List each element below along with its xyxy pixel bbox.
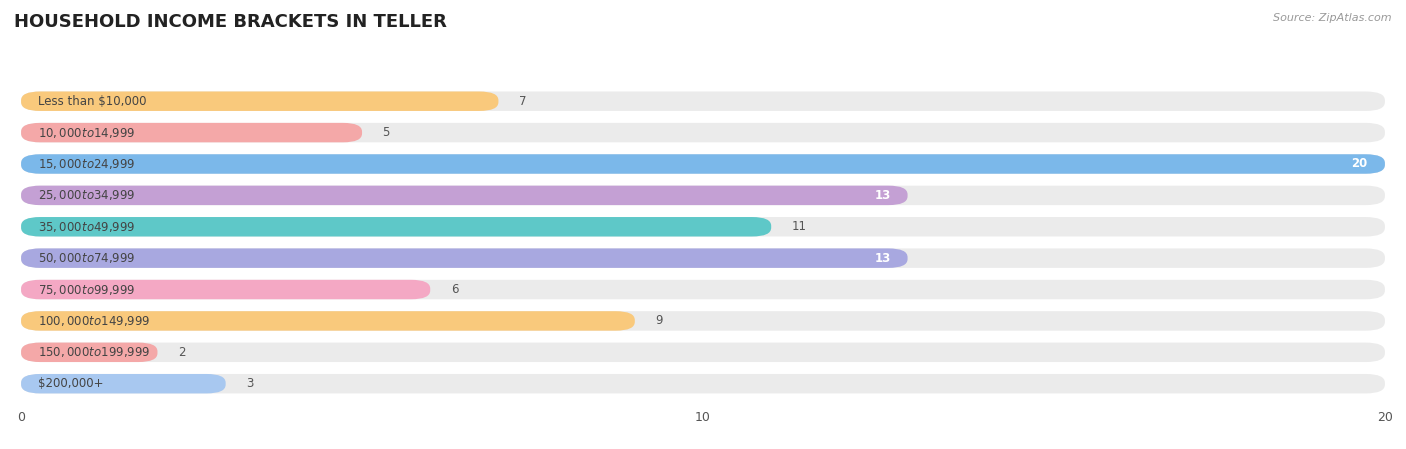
Text: 6: 6 (451, 283, 458, 296)
FancyBboxPatch shape (21, 154, 1385, 174)
Text: HOUSEHOLD INCOME BRACKETS IN TELLER: HOUSEHOLD INCOME BRACKETS IN TELLER (14, 13, 447, 31)
FancyBboxPatch shape (21, 374, 1385, 393)
Text: $75,000 to $99,999: $75,000 to $99,999 (38, 282, 135, 296)
Text: $100,000 to $149,999: $100,000 to $149,999 (38, 314, 150, 328)
FancyBboxPatch shape (21, 311, 636, 330)
FancyBboxPatch shape (21, 280, 1385, 299)
Text: 11: 11 (792, 220, 807, 233)
FancyBboxPatch shape (21, 343, 157, 362)
Text: $15,000 to $24,999: $15,000 to $24,999 (38, 157, 135, 171)
Text: 20: 20 (1351, 158, 1368, 171)
Text: $35,000 to $49,999: $35,000 to $49,999 (38, 220, 135, 234)
Text: Source: ZipAtlas.com: Source: ZipAtlas.com (1274, 13, 1392, 23)
FancyBboxPatch shape (21, 185, 908, 205)
Text: $150,000 to $199,999: $150,000 to $199,999 (38, 345, 150, 359)
FancyBboxPatch shape (21, 123, 1385, 142)
Text: 13: 13 (875, 189, 890, 202)
FancyBboxPatch shape (21, 92, 1385, 111)
FancyBboxPatch shape (21, 343, 1385, 362)
FancyBboxPatch shape (21, 217, 1385, 237)
FancyBboxPatch shape (21, 217, 772, 237)
Text: $50,000 to $74,999: $50,000 to $74,999 (38, 251, 135, 265)
Text: Less than $10,000: Less than $10,000 (38, 95, 146, 108)
Text: 13: 13 (875, 251, 890, 264)
FancyBboxPatch shape (21, 374, 226, 393)
FancyBboxPatch shape (21, 248, 1385, 268)
Text: $200,000+: $200,000+ (38, 377, 104, 390)
Text: $25,000 to $34,999: $25,000 to $34,999 (38, 189, 135, 202)
FancyBboxPatch shape (21, 248, 908, 268)
Text: 9: 9 (655, 314, 662, 327)
FancyBboxPatch shape (21, 311, 1385, 330)
Text: 2: 2 (179, 346, 186, 359)
Text: $10,000 to $14,999: $10,000 to $14,999 (38, 126, 135, 140)
Text: 5: 5 (382, 126, 389, 139)
Text: 7: 7 (519, 95, 526, 108)
Text: 3: 3 (246, 377, 253, 390)
FancyBboxPatch shape (21, 280, 430, 299)
FancyBboxPatch shape (21, 123, 363, 142)
FancyBboxPatch shape (21, 92, 499, 111)
FancyBboxPatch shape (21, 154, 1385, 174)
FancyBboxPatch shape (21, 185, 1385, 205)
